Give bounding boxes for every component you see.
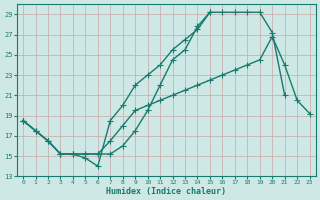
- X-axis label: Humidex (Indice chaleur): Humidex (Indice chaleur): [106, 187, 226, 196]
